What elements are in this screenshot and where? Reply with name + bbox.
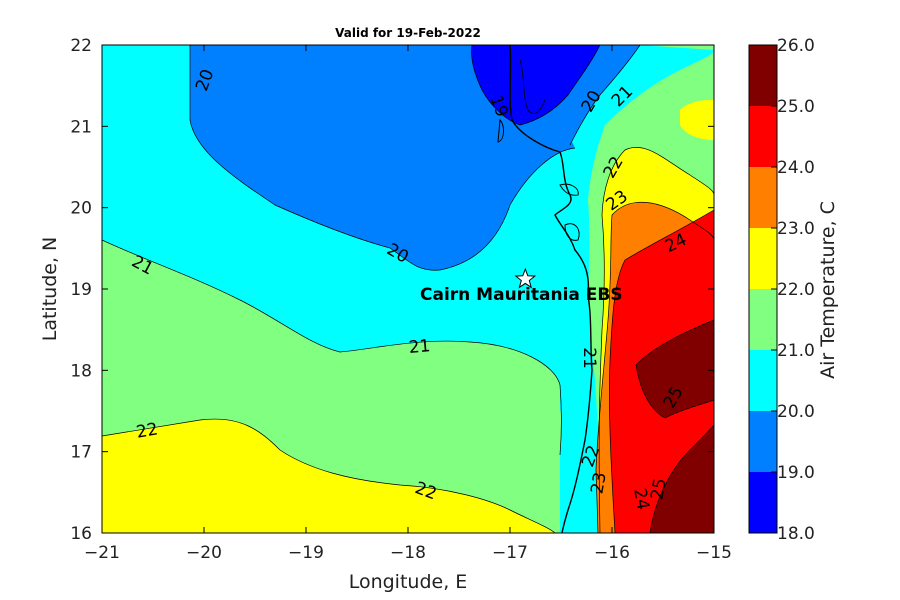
colorbar-segment bbox=[749, 411, 777, 472]
contour-label: 22 bbox=[135, 419, 160, 442]
band-20-21-coastal bbox=[560, 345, 591, 430]
temperature-fill bbox=[102, 45, 714, 533]
band-25-26-a bbox=[636, 320, 714, 418]
chart-title: Valid for 19-Feb-2022 bbox=[335, 26, 481, 40]
station-marker: Cairn Mauritania EBS bbox=[420, 267, 623, 305]
x-tick-label: −17 bbox=[492, 543, 528, 563]
colorbar-tick-label: 26.0 bbox=[777, 36, 815, 56]
colorbar-segment bbox=[749, 106, 777, 167]
coastline-inlet bbox=[497, 118, 580, 241]
y-axis-ticks: 16 17 18 19 20 21 22 bbox=[70, 36, 714, 544]
contour-label: 21 bbox=[408, 336, 431, 358]
y-tick-label: 18 bbox=[70, 361, 92, 381]
coastline bbox=[509, 45, 593, 533]
x-tick-label: −15 bbox=[696, 543, 732, 563]
colorbar-label: Air Temperature, C bbox=[817, 201, 839, 379]
x-tick-label: −20 bbox=[186, 543, 222, 563]
contour-label: 23 bbox=[587, 471, 610, 496]
colorbar-tick-label: 20.0 bbox=[777, 402, 815, 422]
x-tick-label: −19 bbox=[288, 543, 324, 563]
colorbar-segment bbox=[749, 167, 777, 228]
colorbar-segment bbox=[749, 472, 777, 533]
colorbar-tick-label: 23.0 bbox=[777, 219, 815, 239]
colorbar-segment bbox=[749, 45, 777, 106]
band-19-20 bbox=[190, 45, 575, 271]
x-tick-label: −16 bbox=[594, 543, 630, 563]
x-tick-label: −18 bbox=[390, 543, 426, 563]
star-icon bbox=[514, 267, 537, 289]
contour-label: 24 bbox=[629, 487, 652, 512]
x-axis-label: Longitude, E bbox=[349, 571, 468, 593]
station-label: Cairn Mauritania EBS bbox=[420, 285, 623, 305]
y-tick-label: 21 bbox=[70, 117, 92, 137]
y-axis-label: Latitude, N bbox=[39, 237, 61, 342]
y-tick-label: 16 bbox=[70, 524, 92, 544]
y-tick-label: 17 bbox=[70, 443, 92, 463]
colorbar-segment bbox=[749, 289, 777, 350]
contour-label: 21 bbox=[579, 347, 599, 369]
colorbar: 18.0 19.0 20.0 21.0 22.0 23.0 24.0 25.0 26.0 bbox=[748, 36, 815, 544]
coastline-inner bbox=[519, 59, 546, 114]
y-tick-label: 20 bbox=[70, 199, 92, 219]
colorbar-tick-label: 21.0 bbox=[777, 341, 815, 361]
colorbar-tick-label: 25.0 bbox=[777, 97, 815, 117]
colorbar-tick-label: 18.0 bbox=[777, 524, 815, 544]
y-tick-label: 22 bbox=[70, 36, 92, 56]
band-25-26-b bbox=[650, 425, 714, 533]
colorbar-tick-label: 19.0 bbox=[777, 463, 815, 483]
x-tick-label: −21 bbox=[84, 543, 120, 563]
band-22-23 bbox=[102, 419, 555, 533]
colorbar-segment bbox=[749, 350, 777, 411]
y-tick-label: 19 bbox=[70, 280, 92, 300]
colorbar-tick-label: 22.0 bbox=[777, 280, 815, 300]
x-axis-ticks: −21 −20 −19 −18 −17 −16 −15 bbox=[84, 45, 732, 563]
band-18-19 bbox=[471, 45, 600, 125]
colorbar-segment bbox=[749, 228, 777, 289]
colorbar-tick-label: 24.0 bbox=[777, 158, 815, 178]
contour-label: 25 bbox=[647, 477, 670, 502]
contour-lines bbox=[102, 45, 714, 533]
band-22-23-ne-blob bbox=[680, 100, 714, 140]
